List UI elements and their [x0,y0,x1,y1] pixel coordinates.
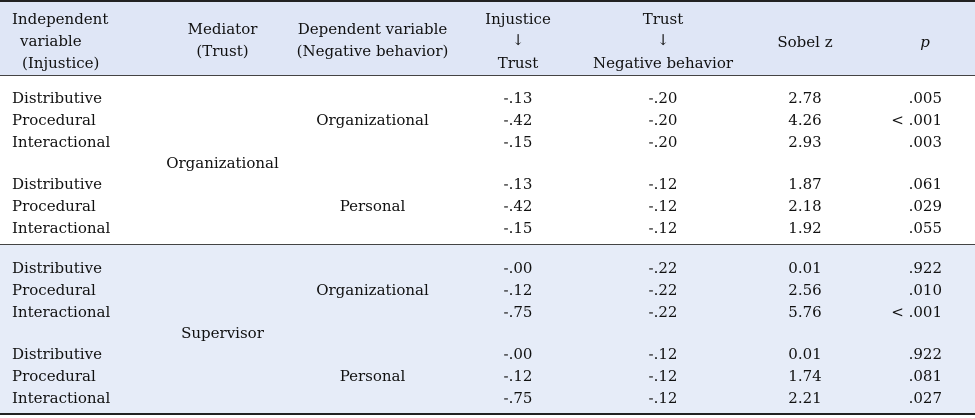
dv-label: Organizational [316,281,429,299]
injustice-trust-header-top: Injustice [485,10,551,28]
p-value-cell: .061 [908,175,942,193]
dv-label: Personal [339,367,406,385]
sobel-z-cell: 2.18 [788,197,822,215]
injustice-trust-cell: -.12 [503,367,533,385]
trust-negative-cell: -.22 [648,303,678,321]
p-value-cell: .027 [908,389,942,407]
trust-negative-header-top: Trust [642,10,684,28]
dv-label: Personal [339,197,406,215]
iv-cell: Interactional [12,219,111,237]
trust-negative-cell: -.12 [648,345,678,363]
group-supervisor [0,245,975,415]
sobel-z-header: Sobel z [777,33,833,51]
injustice-trust-cell: -.13 [503,89,533,107]
trust-negative-cell: -.12 [648,367,678,385]
trust-negative-cell: -.12 [648,389,678,407]
iv-cell: Procedural [12,197,96,215]
injustice-trust-cell: -.42 [503,111,533,129]
p-value-cell: .055 [908,219,942,237]
iv-cell: Interactional [12,389,111,407]
dv-header-line1: Dependent variable [297,20,448,38]
injustice-trust-cell: -.75 [503,303,533,321]
p-value-cell: < .001 [891,111,942,129]
iv-cell: Distributive [12,259,102,277]
p-value-header: p [920,33,930,51]
iv-cell: Distributive [12,175,102,193]
sobel-z-cell: 1.87 [788,175,822,193]
trust-negative-cell: -.22 [648,281,678,299]
down-arrow-icon: ↓ [511,31,525,49]
trust-negative-cell: -.20 [648,89,678,107]
sobel-z-cell: 1.92 [788,219,822,237]
trust-negative-cell: -.12 [648,219,678,237]
mediator-header-line2: (Trust) [196,42,249,60]
iv-cell: Distributive [12,345,102,363]
p-value-cell: .005 [908,89,942,107]
trust-negative-cell: -.12 [648,197,678,215]
sobel-z-cell: 0.01 [788,259,822,277]
trust-negative-cell: -.22 [648,259,678,277]
sobel-z-cell: 0.01 [788,345,822,363]
down-arrow-icon: ↓ [656,31,670,49]
injustice-trust-cell: -.42 [503,197,533,215]
sobel-z-cell: 2.56 [788,281,822,299]
iv-header-line3: (Injustice) [22,54,100,72]
injustice-trust-cell: -.00 [503,345,533,363]
injustice-trust-cell: -.13 [503,175,533,193]
iv-cell: Procedural [12,367,96,385]
sobel-z-cell: 2.78 [788,89,822,107]
iv-cell: Procedural [12,281,96,299]
sobel-z-cell: 4.26 [788,111,822,129]
group-organizational [0,76,975,245]
iv-header-line2: variable [20,32,82,50]
injustice-trust-cell: -.12 [503,281,533,299]
p-value-cell: .003 [908,133,942,151]
injustice-trust-cell: -.15 [503,133,533,151]
iv-header-line1: Independent [12,10,109,28]
mediator-label: Organizational [166,154,279,172]
trust-negative-cell: -.12 [648,175,678,193]
injustice-trust-cell: -.15 [503,219,533,237]
injustice-trust-cell: -.00 [503,259,533,277]
sobel-z-cell: 5.76 [788,303,822,321]
trust-negative-cell: -.20 [648,133,678,151]
mediator-header-line1: Mediator [187,20,258,38]
p-value-cell: .922 [908,259,942,277]
dv-header-line2: (Negative behavior) [296,42,449,60]
p-value-cell: .081 [908,367,942,385]
dv-label: Organizational [316,111,429,129]
injustice-trust-header-bottom: Trust [497,54,539,72]
mediator-label: Supervisor [181,324,264,342]
sobel-z-cell: 2.21 [788,389,822,407]
trust-negative-cell: -.20 [648,111,678,129]
p-value-cell: .010 [908,281,942,299]
iv-cell: Distributive [12,89,102,107]
sobel-z-cell: 1.74 [788,367,822,385]
p-value-cell: < .001 [891,303,942,321]
p-value-cell: .029 [908,197,942,215]
injustice-trust-cell: -.75 [503,389,533,407]
iv-cell: Procedural [12,111,96,129]
iv-cell: Interactional [12,303,111,321]
iv-cell: Interactional [12,133,111,151]
p-value-cell: .922 [908,345,942,363]
table-header: Independent variable (Injustice) Mediato… [0,0,975,76]
trust-negative-header-bottom: Negative behavior [592,54,734,72]
sobel-z-cell: 2.93 [788,133,822,151]
